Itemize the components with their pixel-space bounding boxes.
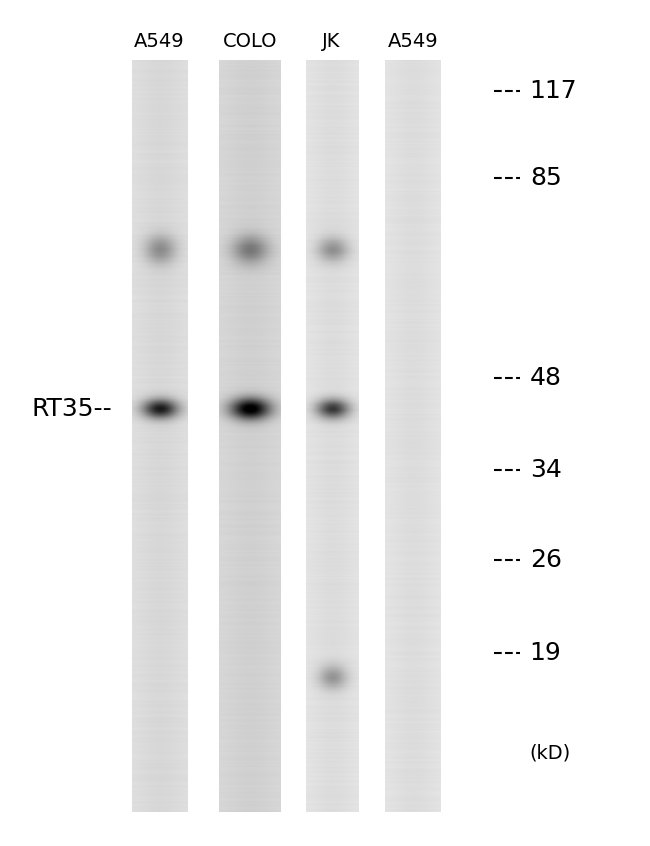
Text: 48: 48 xyxy=(530,366,562,390)
Text: COLO: COLO xyxy=(223,32,278,51)
Text: 34: 34 xyxy=(530,458,562,481)
Text: 117: 117 xyxy=(530,80,577,103)
Text: 85: 85 xyxy=(530,166,562,190)
Text: A549: A549 xyxy=(387,32,438,51)
Text: 19: 19 xyxy=(530,641,562,665)
Text: 26: 26 xyxy=(530,548,562,572)
Text: A549: A549 xyxy=(134,32,185,51)
Text: JK: JK xyxy=(322,32,341,51)
Text: (kD): (kD) xyxy=(530,744,571,762)
Text: RT35--: RT35-- xyxy=(31,397,112,420)
